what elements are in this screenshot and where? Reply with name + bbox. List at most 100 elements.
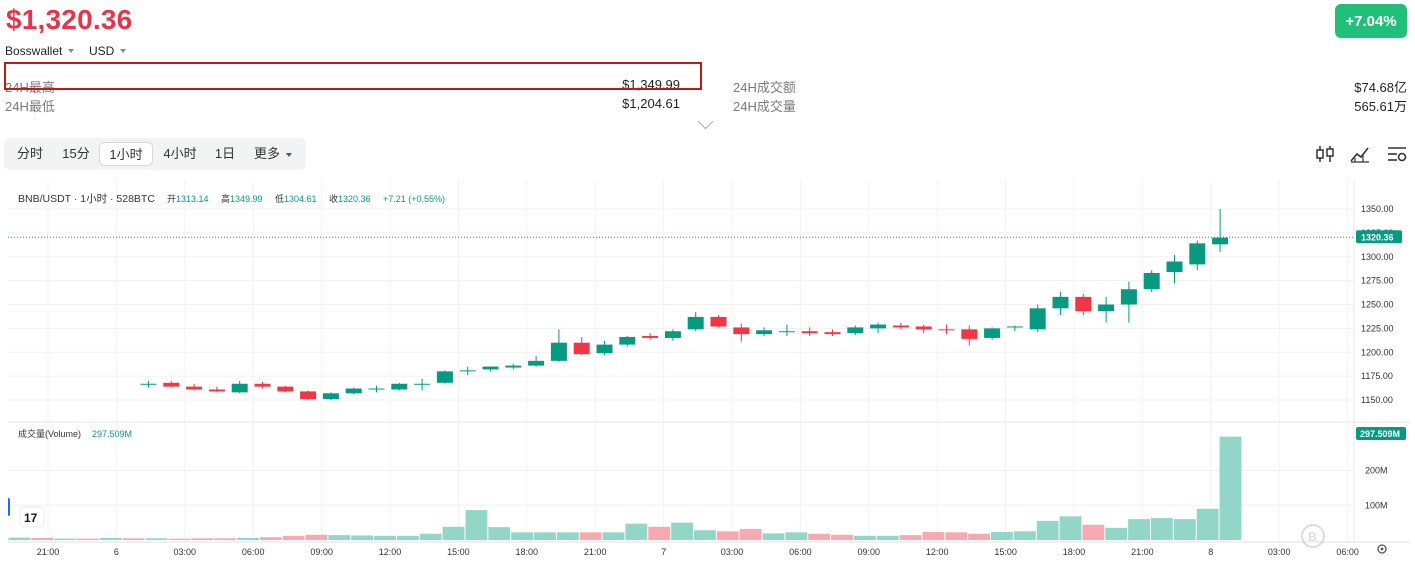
time-tick-label: 18:00	[516, 547, 539, 557]
time-tick-label: 21:00	[584, 547, 607, 557]
candle-body	[596, 344, 613, 354]
time-tick-label: 8	[1208, 547, 1213, 557]
symbol-line: BNB/USDT · 1小时 · 528BTC	[18, 193, 155, 205]
volume-bar	[282, 535, 305, 540]
volume-bar	[488, 527, 511, 540]
time-tick-label: 21:00	[1131, 547, 1154, 557]
candle-body	[277, 386, 294, 392]
volume-bar	[305, 534, 328, 540]
chart-svg[interactable]: 1350.001325.001300.001275.001250.001225.…	[0, 180, 1410, 562]
candle-body	[140, 383, 157, 385]
volume-bars	[8, 436, 1242, 540]
stat-24h-turnover-value: $74.68亿	[1354, 80, 1407, 95]
candle-body	[1052, 296, 1069, 309]
wallet-label: Bosswallet	[5, 44, 63, 58]
candles	[140, 209, 1229, 400]
volume-bar	[1013, 531, 1036, 540]
volume-bar	[1082, 524, 1105, 540]
stat-24h-low-label: 24H最低	[5, 99, 55, 114]
candlestick-settings-icon[interactable]	[1314, 144, 1336, 164]
volume-bar	[1059, 516, 1082, 540]
time-tick-label: 06:00	[789, 547, 812, 557]
line-chart-icon[interactable]	[1349, 144, 1371, 164]
currency-label: USD	[89, 44, 115, 58]
chevron-down-icon	[286, 152, 292, 157]
watermark-logo: B	[1301, 524, 1325, 548]
candle-body	[1166, 261, 1183, 273]
timeframe-tab-15m[interactable]: 15分	[62, 146, 90, 161]
candle-body	[1212, 237, 1229, 245]
volume-bar	[1036, 520, 1059, 540]
volume-tick-label: 100M	[1365, 500, 1388, 510]
candle-body	[687, 316, 704, 330]
volume-bar	[785, 532, 808, 540]
stat-24h-volume-value: 565.61万	[1354, 99, 1407, 114]
candle-body	[847, 327, 864, 334]
volume-bar	[99, 537, 122, 540]
timeframe-tab-1d[interactable]: 1日	[214, 146, 236, 161]
ohlc-high-value: 1349.99	[230, 194, 263, 204]
time-tick-label: 09:00	[858, 547, 881, 557]
timeframe-more-dropdown[interactable]: 更多	[245, 142, 301, 166]
timeframe-tab-line[interactable]: 分时	[16, 146, 43, 161]
candle-body	[459, 370, 476, 372]
timeframe-tab-1h[interactable]: 1小时	[99, 142, 153, 166]
candle-body	[322, 393, 339, 400]
volume-bar	[396, 535, 419, 540]
list-settings-icon[interactable]	[1386, 144, 1408, 164]
time-tick-label: 18:00	[1063, 547, 1086, 557]
last-price-tag-text: 1320.36	[1361, 232, 1394, 242]
expand-chevron-icon[interactable]	[697, 113, 714, 130]
candle-body	[938, 329, 955, 331]
volume-bar	[899, 535, 922, 540]
volume-bar	[54, 538, 77, 540]
candle-body	[208, 389, 225, 392]
volume-bar	[534, 532, 556, 540]
timeframe-bar: 分时 15分 1小时 4小时 1日 更多	[4, 138, 306, 170]
wallet-selector[interactable]: Bosswallet	[5, 44, 75, 58]
ohlc-open-label: 开	[167, 194, 176, 204]
volume-value-tag-text: 297.509M	[1360, 429, 1400, 439]
candle-body	[391, 383, 408, 390]
chart-grid	[8, 208, 1354, 506]
highlight-box	[4, 62, 702, 90]
candle-body	[824, 332, 841, 335]
price-tick-label: 1200.00	[1361, 347, 1394, 357]
volume-bar	[31, 537, 54, 540]
timeframe-tab-4h[interactable]: 4小时	[163, 146, 197, 161]
candle-body	[801, 331, 818, 334]
volume-bar	[739, 528, 762, 540]
candle-body	[642, 336, 659, 338]
volume-bar	[191, 538, 214, 540]
price-tick-label: 1250.00	[1361, 300, 1394, 310]
svg-text:B: B	[1308, 530, 1317, 544]
currency-selector[interactable]: USD	[89, 44, 127, 58]
volume-axis: 200M 100M	[1365, 466, 1388, 511]
axis-settings-icon[interactable]	[1377, 544, 1387, 554]
last-price-tag	[1356, 230, 1402, 244]
volume-bar	[1105, 527, 1128, 540]
volume-bar	[671, 522, 693, 540]
volume-bar	[511, 532, 534, 540]
volume-bar	[968, 533, 991, 540]
volume-legend-label: 成交量(Volume)	[18, 428, 81, 439]
candle-body	[1006, 326, 1023, 328]
ohlc-open-value: 1313.14	[176, 194, 209, 204]
volume-bar	[237, 537, 259, 540]
candle-body	[1098, 304, 1115, 312]
candle-body	[300, 391, 317, 400]
tradingview-logo[interactable]: 17	[19, 506, 45, 528]
volume-bar	[831, 534, 853, 540]
volume-bar	[1219, 436, 1242, 540]
price-chart[interactable]: 1350.001325.001300.001275.001250.001225.…	[0, 180, 1410, 562]
volume-bar	[351, 535, 374, 540]
time-tick-label: 03:00	[721, 547, 744, 557]
volume-bar	[579, 532, 602, 540]
ohlc-high-label: 高	[221, 193, 230, 204]
stat-24h-low-value: $1,204.61	[622, 96, 680, 111]
pane-toggle-handle[interactable]	[0, 498, 10, 516]
volume-bar	[556, 532, 579, 540]
volume-bar	[716, 531, 739, 540]
volume-bar	[374, 535, 396, 540]
volume-bar	[1173, 519, 1196, 540]
